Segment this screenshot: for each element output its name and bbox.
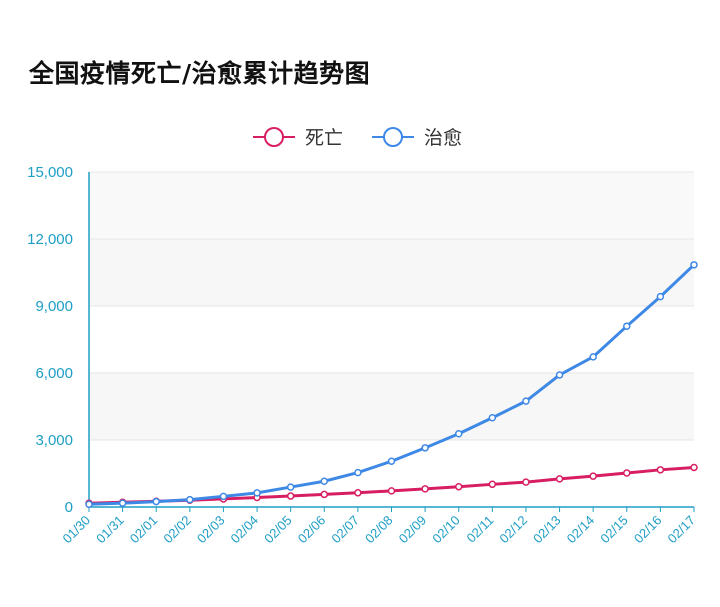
data-point <box>488 480 497 489</box>
data-point <box>286 492 295 500</box>
x-tick-label: 02/17 <box>665 513 699 547</box>
data-point <box>656 466 665 474</box>
data-point <box>219 492 228 501</box>
data-point <box>354 489 362 497</box>
x-tick-label: 02/13 <box>530 513 564 547</box>
data-point <box>320 477 329 485</box>
data-point <box>555 475 564 483</box>
data-point <box>152 497 160 506</box>
data-point <box>387 457 396 465</box>
data-point <box>85 500 93 508</box>
data-point <box>623 469 631 477</box>
data-point <box>186 495 194 504</box>
y-tick-label: 0 <box>65 499 73 516</box>
x-tick-label: 01/30 <box>60 513 94 547</box>
x-tick-label: 02/14 <box>564 513 598 547</box>
x-tick-label: 02/15 <box>597 513 631 547</box>
data-point <box>454 482 463 491</box>
legend-marker <box>264 127 284 147</box>
data-point <box>522 478 530 486</box>
y-tick-label: 12,000 <box>27 231 73 248</box>
x-tick-label: 02/01 <box>127 513 161 547</box>
data-point <box>555 371 564 379</box>
x-tick-label: 02/12 <box>496 513 530 547</box>
grid-band <box>89 373 694 440</box>
data-point <box>522 397 530 405</box>
series-line-death <box>88 465 695 505</box>
grid-band <box>89 239 694 306</box>
x-tick-label: 02/07 <box>328 513 362 547</box>
chart-title: 全国疫情死亡/治愈累计趋势图 <box>29 59 371 88</box>
x-tick-label: 02/02 <box>160 513 194 547</box>
data-point <box>656 292 665 301</box>
x-tick-label: 02/06 <box>295 513 329 547</box>
x-tick-label: 02/04 <box>228 513 262 547</box>
data-point <box>354 468 362 477</box>
y-tick-label: 9,000 <box>35 298 73 315</box>
data-point <box>488 414 497 422</box>
x-tick-label: 01/31 <box>93 513 127 547</box>
x-tick-label: 02/09 <box>396 513 430 547</box>
y-tick-label: 6,000 <box>35 365 73 382</box>
data-point <box>623 322 631 330</box>
data-point <box>118 499 127 507</box>
y-tick-label: 15,000 <box>27 164 73 181</box>
data-point <box>589 353 597 361</box>
data-point <box>421 485 429 493</box>
data-point <box>421 444 429 452</box>
legend-label: 治愈 <box>424 127 462 149</box>
data-point <box>690 261 698 269</box>
data-point <box>286 483 295 491</box>
x-tick-label: 02/05 <box>261 513 295 547</box>
x-tick-label: 02/03 <box>194 513 228 547</box>
legend-marker <box>383 127 403 147</box>
data-point <box>454 429 463 438</box>
data-point <box>253 489 261 497</box>
data-point <box>387 487 396 495</box>
x-tick-label: 02/10 <box>429 513 463 547</box>
x-tick-label: 02/08 <box>362 513 396 547</box>
x-tick-label: 02/16 <box>631 513 665 547</box>
data-point <box>589 472 597 480</box>
legend-label: 死亡 <box>305 127 343 149</box>
grid-band <box>89 172 694 239</box>
y-tick-label: 3,000 <box>35 432 73 449</box>
data-point <box>690 463 698 472</box>
data-point <box>320 490 329 499</box>
x-tick-label: 02/11 <box>464 513 497 546</box>
